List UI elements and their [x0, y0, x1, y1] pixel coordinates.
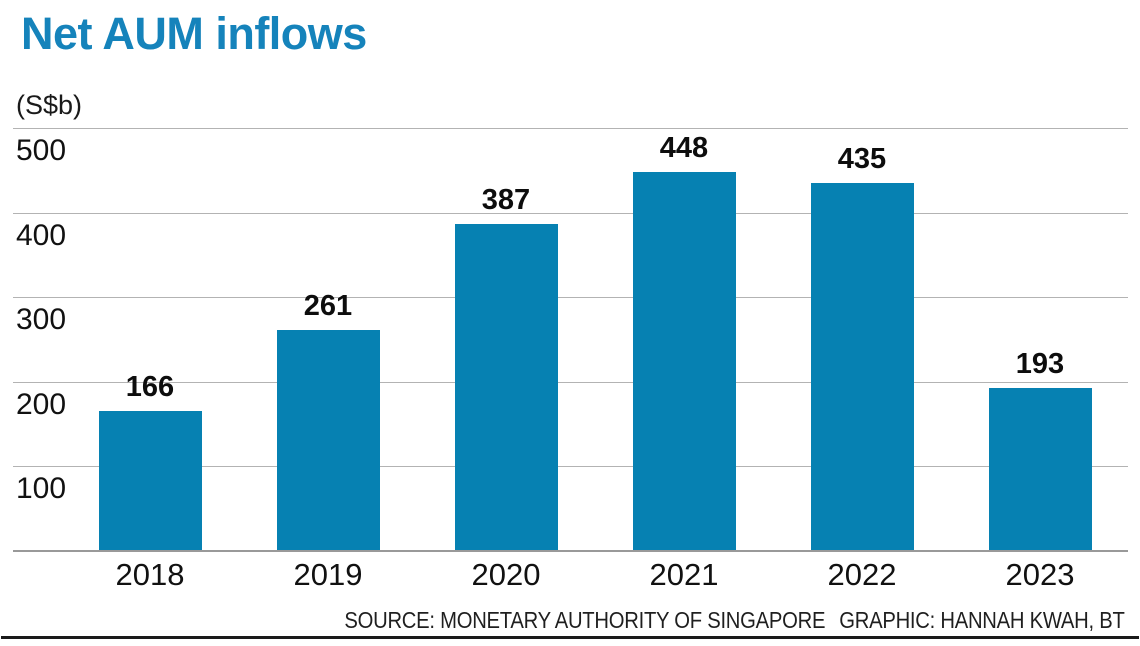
x-axis-line [13, 550, 1128, 552]
y-tick-label: 300 [16, 303, 67, 336]
bar-value-label: 387 [481, 184, 531, 216]
bar [277, 330, 380, 550]
bar [633, 172, 736, 550]
x-tick-label: 2021 [649, 557, 719, 592]
bar [811, 183, 914, 550]
bar-value-label: 193 [1015, 348, 1065, 380]
gridline [13, 128, 1128, 129]
y-tick-label: 100 [16, 472, 67, 505]
y-tick-label: 500 [16, 134, 67, 167]
x-tick-label: 2023 [1005, 557, 1075, 592]
bar [989, 388, 1092, 550]
bar-value-label: 261 [303, 290, 353, 322]
bar [455, 224, 558, 550]
bar-value-label: 435 [837, 143, 887, 175]
graphic-credit-text: GRAPHIC: HANNAH KWAH, BT [839, 607, 1126, 633]
chart-title: Net AUM inflows [21, 8, 367, 59]
bottom-rule [1, 636, 1139, 639]
x-tick-label: 2022 [827, 557, 897, 592]
x-tick-label: 2020 [471, 557, 541, 592]
gridline [13, 213, 1128, 214]
gridline [13, 297, 1128, 298]
y-tick-label: 400 [16, 219, 67, 252]
x-tick-label: 2019 [293, 557, 363, 592]
source-line: SOURCE: MONETARY AUTHORITY OF SINGAPORE … [345, 607, 1125, 634]
bar [99, 411, 202, 550]
y-tick-label: 200 [16, 388, 67, 421]
bar-value-label: 448 [659, 132, 709, 164]
gridline [13, 382, 1128, 383]
bar-value-label: 166 [125, 371, 175, 403]
x-tick-label: 2018 [115, 557, 185, 592]
y-axis-unit-label: (S$b) [16, 90, 83, 120]
gridline [13, 466, 1128, 467]
source-text: SOURCE: MONETARY AUTHORITY OF SINGAPORE [344, 607, 826, 633]
